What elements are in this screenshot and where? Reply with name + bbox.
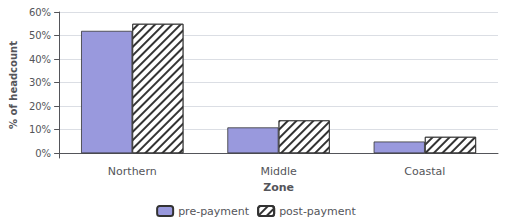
svg-text:30%: 30% bbox=[29, 77, 51, 88]
svg-text:Coastal: Coastal bbox=[404, 165, 445, 178]
svg-text:post-payment: post-payment bbox=[279, 205, 356, 218]
svg-text:60%: 60% bbox=[29, 7, 51, 18]
svg-text:50%: 50% bbox=[29, 30, 51, 41]
svg-text:10%: 10% bbox=[29, 124, 51, 135]
svg-text:20%: 20% bbox=[29, 101, 51, 112]
svg-text:Northern: Northern bbox=[108, 165, 157, 178]
svg-text:Middle: Middle bbox=[260, 165, 297, 178]
svg-text:% of headcount: % of headcount bbox=[8, 41, 19, 129]
svg-text:Zone: Zone bbox=[263, 181, 294, 194]
svg-text:pre-payment: pre-payment bbox=[178, 205, 250, 218]
svg-text:40%: 40% bbox=[29, 54, 51, 65]
svg-text:0%: 0% bbox=[35, 148, 51, 159]
